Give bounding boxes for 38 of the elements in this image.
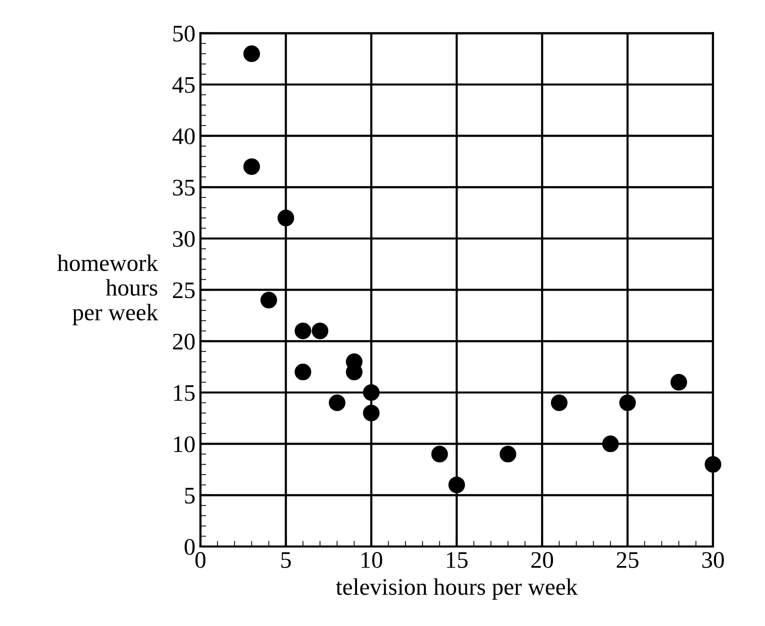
x-tick-label: 25: [616, 552, 638, 568]
point: [243, 158, 260, 175]
y-tick-label: 35: [173, 180, 195, 196]
y-tick-label: 25: [172, 282, 195, 298]
point: [260, 292, 278, 308]
x-tick-label: 5: [281, 552, 291, 568]
y-tick-label: 0: [184, 538, 195, 555]
point: [243, 45, 260, 62]
point: [362, 384, 380, 401]
point: [278, 210, 294, 226]
x-tick-label: 10: [362, 552, 382, 568]
x-tick-label: 30: [702, 552, 724, 568]
y-tick-label: 50: [173, 26, 195, 42]
point: [619, 394, 636, 412]
y-tick-label: 30: [173, 230, 195, 247]
y-tick-label: 45: [172, 77, 195, 93]
x-axis-title: television hours per week: [336, 578, 578, 600]
point: [670, 374, 688, 391]
point: [500, 446, 516, 462]
point: [362, 404, 380, 422]
point: [294, 364, 312, 380]
x-tick-label: 0: [195, 552, 206, 568]
point: [328, 394, 346, 412]
point: [431, 446, 448, 462]
y-tick-label: 10: [174, 436, 195, 452]
y-tick-label: 40: [172, 128, 195, 144]
point: [602, 436, 619, 452]
y-axis-title: homework hours per week: [57, 254, 158, 326]
point: [448, 476, 466, 494]
y-tick-label: 20: [172, 334, 195, 350]
point: [294, 322, 312, 340]
y-tick-label: 15: [174, 385, 195, 401]
y-tick-label: 5: [185, 488, 195, 504]
point: [704, 456, 722, 473]
point: [312, 322, 328, 340]
x-tick-label: 15: [446, 552, 468, 568]
x-tick-label: 20: [531, 552, 554, 568]
point: [550, 394, 568, 412]
